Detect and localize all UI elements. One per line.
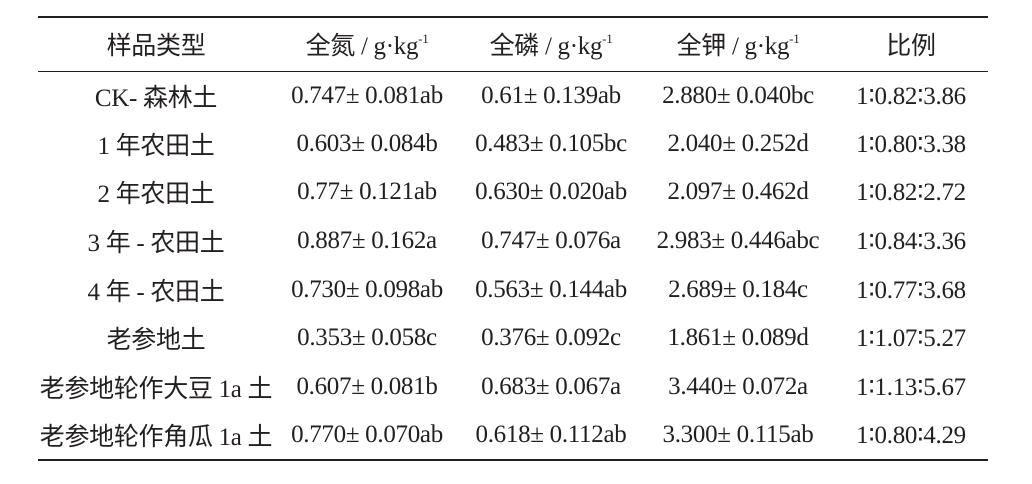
cell-ratio: 1∶1.07∶5.27 <box>856 325 966 353</box>
cell-total-nitrogen: 0.747± 0.081ab <box>291 81 443 109</box>
table-header: 样品类型 全氮 / g·kg-1 全磷 / g·kg-1 全钾 / g·kg-1… <box>38 16 988 72</box>
cell-sample-type: 3 年 - 农田土 <box>87 230 225 258</box>
cell-sample-type: 2 年农田土 <box>97 181 215 209</box>
header-ratio: 比例 <box>834 16 988 72</box>
cell-total-phosphorus: 0.483± 0.105bc <box>475 129 627 157</box>
cell-total-nitrogen: 0.730± 0.098ab <box>291 275 443 303</box>
header-total-phosphorus: 全磷 / g·kg-1 <box>460 16 642 72</box>
table-row: 4 年 - 农田土 0.730± 0.098ab 0.563± 0.144ab … <box>38 265 988 314</box>
cell-total-potassium: 2.040± 0.252d <box>667 129 809 157</box>
cell-ratio: 1∶0.77∶3.68 <box>856 276 966 304</box>
soil-nutrient-table: 样品类型 全氮 / g·kg-1 全磷 / g·kg-1 全钾 / g·kg-1… <box>38 16 988 461</box>
cell-total-potassium: 2.097± 0.462d <box>667 178 809 206</box>
cell-total-nitrogen: 0.770± 0.070ab <box>274 411 460 461</box>
cell-total-phosphorus: 0.376± 0.092c <box>481 324 621 352</box>
cell-total-potassium: 1.861± 0.089d <box>667 324 809 352</box>
cell-total-nitrogen: 0.77± 0.121ab <box>297 178 437 206</box>
table-row: 2 年农田土 0.77± 0.121ab 0.630± 0.020ab 2.09… <box>38 168 988 217</box>
cell-ratio: 1∶0.80∶4.29 <box>834 411 988 461</box>
cell-sample-type: 4 年 - 农田土 <box>87 278 225 306</box>
cell-total-phosphorus: 0.563± 0.144ab <box>475 275 627 303</box>
cell-ratio: 1∶0.82∶2.72 <box>856 179 966 207</box>
cell-ratio: 1∶0.84∶3.36 <box>856 228 966 256</box>
cell-total-potassium: 2.983± 0.446abc <box>656 227 820 255</box>
cell-total-phosphorus: 0.61± 0.139ab <box>481 81 621 109</box>
cell-total-nitrogen: 0.607± 0.081b <box>296 372 438 400</box>
header-total-potassium: 全钾 / g·kg-1 <box>642 16 834 72</box>
cell-sample-type: 1 年农田土 <box>97 132 215 160</box>
cell-total-phosphorus: 0.683± 0.067a <box>481 372 621 400</box>
header-row: 样品类型 全氮 / g·kg-1 全磷 / g·kg-1 全钾 / g·kg-1… <box>38 16 988 72</box>
cell-total-potassium: 3.300± 0.115ab <box>642 411 834 461</box>
header-total-nitrogen: 全氮 / g·kg-1 <box>274 16 460 72</box>
cell-total-potassium: 3.440± 0.072a <box>668 372 808 400</box>
cell-total-phosphorus: 0.630± 0.020ab <box>475 178 627 206</box>
cell-total-phosphorus: 0.747± 0.076a <box>481 227 621 255</box>
table-row: 老参地轮作大豆 1a 土 0.607± 0.081b 0.683± 0.067a… <box>38 363 988 412</box>
cell-ratio: 1∶0.80∶3.38 <box>856 130 966 158</box>
header-sample-type: 样品类型 <box>38 16 274 72</box>
cell-total-nitrogen: 0.887± 0.162a <box>297 227 437 255</box>
table-row: CK- 森林土 0.747± 0.081ab 0.61± 0.139ab 2.8… <box>38 71 988 120</box>
cell-sample-type: 老参地轮作角瓜 1a 土 <box>38 411 274 461</box>
cell-sample-type: CK- 森林土 <box>94 84 218 112</box>
table-row: 老参地轮作角瓜 1a 土 0.770± 0.070ab 0.618± 0.112… <box>38 411 988 461</box>
table-body: CK- 森林土 0.747± 0.081ab 0.61± 0.139ab 2.8… <box>38 71 988 461</box>
cell-sample-type: 老参地轮作大豆 1a 土 <box>39 375 273 403</box>
cell-ratio: 1∶1.13∶5.67 <box>856 373 966 401</box>
table-row: 老参地土 0.353± 0.058c 0.376± 0.092c 1.861± … <box>38 314 988 363</box>
cell-total-nitrogen: 0.603± 0.084b <box>296 129 438 157</box>
cell-total-potassium: 2.689± 0.184c <box>668 275 808 303</box>
cell-ratio: 1∶0.82∶3.86 <box>856 82 966 110</box>
cell-total-phosphorus: 0.618± 0.112ab <box>460 411 642 461</box>
table-row: 3 年 - 农田土 0.887± 0.162a 0.747± 0.076a 2.… <box>38 217 988 266</box>
data-table-container: 样品类型 全氮 / g·kg-1 全磷 / g·kg-1 全钾 / g·kg-1… <box>38 16 988 461</box>
cell-sample-type: 老参地土 <box>106 327 206 355</box>
table-row: 1 年农田土 0.603± 0.084b 0.483± 0.105bc 2.04… <box>38 120 988 169</box>
cell-total-potassium: 2.880± 0.040bc <box>662 81 814 109</box>
cell-total-nitrogen: 0.353± 0.058c <box>297 324 437 352</box>
